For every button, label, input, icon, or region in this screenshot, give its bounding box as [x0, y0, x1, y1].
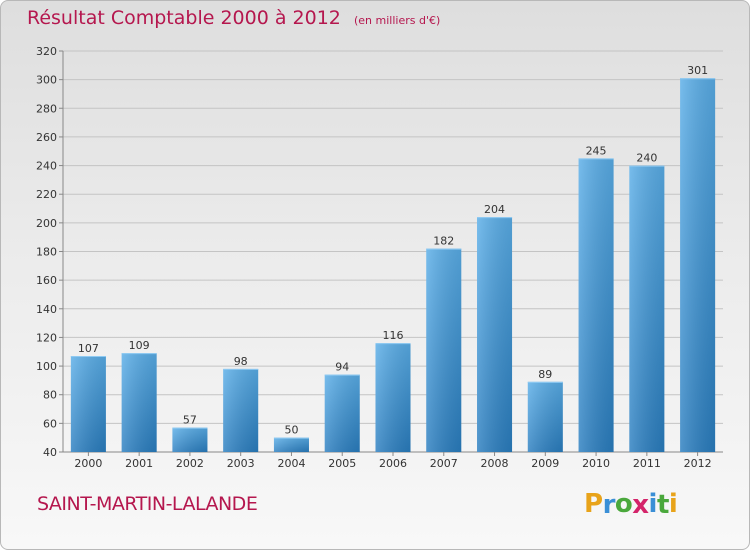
data-label-2002: 57	[183, 414, 197, 427]
bar-shade-2004	[273, 437, 309, 452]
data-label-2003: 98	[234, 355, 248, 368]
x-tick-label-2001: 2001	[125, 457, 153, 470]
x-tick-label-2010: 2010	[582, 457, 610, 470]
y-tick-label: 180	[36, 246, 57, 259]
y-tick-label: 240	[36, 160, 57, 173]
x-tick-label-2012: 2012	[684, 457, 712, 470]
bar-shade-2010	[578, 158, 614, 453]
x-tick-label-2003: 2003	[227, 457, 255, 470]
y-tick-label: 200	[36, 217, 57, 230]
data-label-2009: 89	[538, 368, 552, 381]
data-label-2012: 301	[687, 64, 708, 77]
y-tick-label: 40	[43, 446, 57, 459]
y-tick-label: 320	[36, 45, 57, 58]
y-tick-label: 220	[36, 188, 57, 201]
y-tick-label: 120	[36, 331, 57, 344]
y-tick-label: 260	[36, 131, 57, 144]
logo-letter: x	[632, 490, 649, 520]
data-label-2007: 182	[433, 235, 454, 248]
y-tick-label: 140	[36, 303, 57, 316]
logo-letter: o	[614, 489, 633, 519]
logo-letter: i	[648, 489, 658, 519]
bar-shade-2002	[172, 427, 208, 452]
bar-shade-2011	[629, 165, 665, 453]
proxiti-logo: Proxiti	[584, 489, 678, 520]
data-label-2006: 116	[383, 329, 404, 342]
x-tick-label-2009: 2009	[531, 457, 559, 470]
x-tick-label-2005: 2005	[328, 457, 356, 470]
x-tick-label-2000: 2000	[74, 457, 102, 470]
y-tick-label: 100	[36, 360, 57, 373]
x-tick-label-2008: 2008	[481, 457, 509, 470]
logo-letter: r	[602, 490, 616, 520]
x-tick-label-2006: 2006	[379, 457, 407, 470]
title-row: Résultat Comptable 2000 à 2012 (en milli…	[27, 7, 440, 29]
data-label-2000: 107	[78, 342, 99, 355]
logo-letter: t	[656, 490, 669, 520]
bar-shade-2005	[324, 374, 360, 452]
bar-shade-2001	[121, 353, 157, 452]
bar-shade-2000	[70, 356, 106, 452]
bar-shade-2007	[426, 248, 462, 452]
place-name: SAINT-MARTIN-LALANDE	[37, 493, 258, 515]
bar-shade-2008	[477, 217, 513, 452]
x-tick-label-2007: 2007	[430, 457, 458, 470]
y-tick-label: 160	[36, 274, 57, 287]
data-label-2008: 204	[484, 203, 505, 216]
bar-shade-2012	[680, 78, 716, 452]
data-label-2010: 245	[586, 144, 607, 157]
bar-shade-2009	[527, 381, 563, 452]
bar-shade-2003	[223, 368, 259, 452]
data-label-2004: 50	[284, 424, 298, 437]
x-tick-label-2002: 2002	[176, 457, 204, 470]
data-label-2005: 94	[335, 361, 349, 374]
chart-title: Résultat Comptable 2000 à 2012	[27, 7, 341, 29]
x-tick-label-2004: 2004	[277, 457, 305, 470]
bars	[70, 78, 716, 453]
labels: 107 109 57 98 50 94 116 182 204 89 245 240 301	[78, 64, 708, 436]
data-label-2001: 109	[129, 339, 150, 352]
x-tick-label-2011: 2011	[633, 457, 661, 470]
logo-letter: P	[584, 489, 603, 519]
logo-letter: i	[668, 489, 678, 519]
y-tick-label: 60	[43, 417, 57, 430]
y-tick-label: 300	[36, 74, 57, 87]
bar-shade-2006	[375, 343, 411, 452]
chart-subtitle: (en milliers d'€)	[353, 14, 441, 27]
y-tick-label: 80	[43, 389, 57, 402]
y-tick-label: 280	[36, 102, 57, 115]
data-label-2011: 240	[636, 152, 657, 165]
